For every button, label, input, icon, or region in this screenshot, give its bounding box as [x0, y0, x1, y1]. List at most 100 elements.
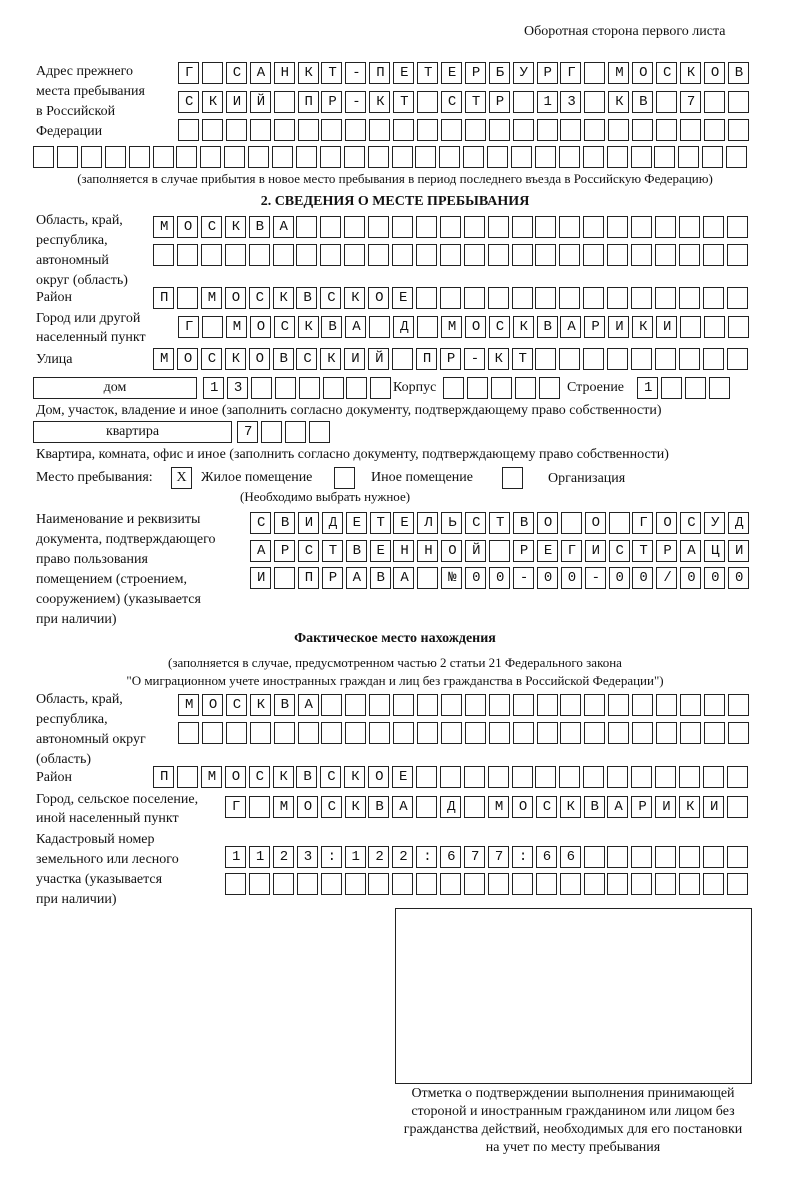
char-cell[interactable] [608, 119, 630, 141]
char-cell[interactable] [489, 540, 510, 562]
char-cell[interactable] [416, 796, 438, 818]
char-cell[interactable] [392, 846, 414, 868]
char-cell[interactable] [298, 377, 320, 399]
char-cell[interactable] [345, 316, 367, 338]
char-cell[interactable] [654, 244, 676, 266]
char-cell[interactable] [248, 766, 270, 788]
char-cell[interactable] [512, 91, 534, 113]
char-cell[interactable] [272, 244, 294, 266]
char-cell[interactable] [249, 119, 271, 141]
char-cell[interactable] [248, 244, 270, 266]
char-cell[interactable] [632, 540, 654, 562]
char-cell[interactable] [393, 567, 415, 589]
char-cell[interactable] [632, 91, 654, 113]
char-cell[interactable] [176, 287, 198, 309]
char-cell[interactable] [726, 873, 748, 895]
char-cell[interactable] [464, 873, 485, 895]
char-cell[interactable] [656, 567, 678, 589]
char-cell[interactable] [464, 796, 485, 818]
char-cell[interactable] [656, 512, 678, 534]
char-cell[interactable] [440, 91, 462, 113]
char-cell[interactable] [417, 91, 438, 113]
char-cell[interactable] [703, 722, 725, 744]
char-cell[interactable] [248, 348, 270, 370]
char-cell[interactable] [583, 287, 605, 309]
char-cell[interactable] [320, 766, 342, 788]
char-cell[interactable] [417, 540, 439, 562]
char-cell[interactable] [178, 91, 199, 113]
char-cell[interactable] [417, 694, 438, 716]
char-cell[interactable] [321, 62, 343, 84]
char-cell[interactable] [727, 91, 749, 113]
char-cell[interactable] [153, 244, 174, 266]
char-cell[interactable] [392, 287, 413, 309]
char-cell[interactable] [463, 244, 485, 266]
char-cell[interactable] [153, 766, 174, 788]
char-cell[interactable] [584, 512, 606, 534]
char-cell[interactable] [583, 216, 605, 238]
char-cell[interactable] [417, 567, 439, 589]
char-cell[interactable] [273, 119, 295, 141]
char-cell[interactable] [726, 146, 748, 168]
char-cell[interactable] [487, 846, 509, 868]
char-cell[interactable] [415, 766, 437, 788]
char-cell[interactable] [487, 244, 509, 266]
char-cell[interactable] [512, 316, 534, 338]
char-cell[interactable] [679, 796, 701, 818]
char-cell[interactable] [201, 694, 223, 716]
char-cell[interactable] [514, 377, 536, 399]
char-cell[interactable] [440, 796, 462, 818]
char-cell[interactable] [583, 766, 605, 788]
char-cell[interactable] [631, 796, 653, 818]
char-cell[interactable] [607, 287, 629, 309]
char-cell[interactable] [727, 119, 749, 141]
char-cell[interactable] [631, 873, 653, 895]
char-cell[interactable] [225, 796, 246, 818]
char-cell[interactable] [488, 316, 510, 338]
char-cell[interactable] [441, 540, 463, 562]
char-cell[interactable] [655, 846, 677, 868]
char-cell[interactable] [584, 91, 606, 113]
char-cell[interactable] [80, 146, 102, 168]
char-cell[interactable] [728, 540, 749, 562]
char-cell[interactable] [726, 846, 748, 868]
char-cell[interactable] [465, 567, 487, 589]
char-cell[interactable] [201, 119, 223, 141]
char-cell[interactable] [392, 766, 413, 788]
char-cell[interactable] [297, 512, 319, 534]
char-cell[interactable] [487, 873, 509, 895]
char-cell[interactable] [560, 119, 582, 141]
char-cell[interactable] [703, 694, 725, 716]
char-cell[interactable] [201, 62, 223, 84]
char-cell[interactable] [511, 766, 533, 788]
char-cell[interactable] [679, 119, 701, 141]
house-type-field[interactable]: дом [33, 377, 197, 399]
char-cell[interactable] [369, 694, 391, 716]
char-cell[interactable] [297, 540, 319, 562]
char-cell[interactable] [488, 694, 510, 716]
char-cell[interactable] [443, 377, 464, 399]
char-cell[interactable] [607, 216, 629, 238]
char-cell[interactable] [392, 796, 414, 818]
char-cell[interactable] [417, 119, 438, 141]
char-cell[interactable] [583, 796, 605, 818]
option-other-checkbox[interactable] [334, 467, 355, 489]
char-cell[interactable] [56, 146, 78, 168]
char-cell[interactable] [344, 846, 366, 868]
char-cell[interactable] [320, 873, 342, 895]
char-cell[interactable] [656, 722, 677, 744]
char-cell[interactable] [607, 244, 629, 266]
char-cell[interactable] [559, 766, 581, 788]
char-cell[interactable] [368, 216, 390, 238]
char-cell[interactable] [464, 62, 486, 84]
char-cell[interactable] [248, 796, 270, 818]
char-cell[interactable] [440, 316, 462, 338]
char-cell[interactable] [440, 62, 462, 84]
char-cell[interactable] [631, 216, 652, 238]
char-cell[interactable] [393, 722, 415, 744]
char-cell[interactable] [583, 846, 605, 868]
char-cell[interactable] [273, 722, 295, 744]
char-cell[interactable] [224, 348, 246, 370]
char-cell[interactable] [560, 694, 582, 716]
char-cell[interactable] [296, 766, 318, 788]
